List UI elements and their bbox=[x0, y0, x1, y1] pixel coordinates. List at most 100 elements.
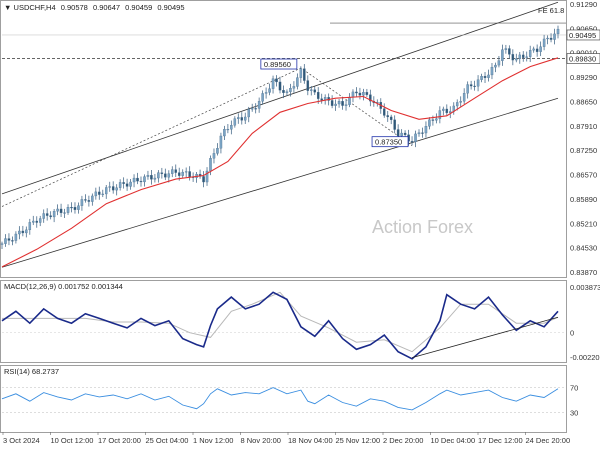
candle-body bbox=[449, 111, 452, 114]
candle-body bbox=[414, 133, 417, 142]
candle-body bbox=[396, 129, 400, 137]
candle-body bbox=[382, 108, 386, 116]
candle-body bbox=[435, 118, 438, 121]
x-tick-label: 10 Dec 04:00 bbox=[431, 436, 476, 445]
macd-tick-label: 0 bbox=[570, 329, 574, 338]
candle-body bbox=[282, 90, 285, 93]
candle-body bbox=[285, 91, 289, 93]
candle-body bbox=[400, 132, 403, 137]
candle-body bbox=[389, 116, 393, 120]
candle-body bbox=[487, 74, 490, 78]
candle-body bbox=[21, 230, 25, 234]
price-panel bbox=[0, 0, 567, 278]
candle-body bbox=[535, 48, 539, 52]
price-tick-label: 0.88650 bbox=[570, 97, 597, 106]
candle-body bbox=[348, 96, 351, 105]
rsi-tick-label: 30 bbox=[570, 408, 578, 417]
candle-body bbox=[35, 220, 39, 223]
candle-body bbox=[431, 119, 435, 121]
x-tick-label: 25 Nov 12:00 bbox=[336, 436, 381, 445]
candle-body bbox=[501, 49, 504, 61]
candle-body bbox=[188, 171, 191, 178]
candle-body bbox=[257, 101, 261, 109]
candle-body bbox=[59, 208, 63, 214]
rsi-line bbox=[1, 387, 559, 411]
candle-body bbox=[522, 54, 525, 58]
candle-body bbox=[490, 66, 494, 76]
current-price-tag: 0.90495 bbox=[569, 31, 596, 40]
candle-body bbox=[428, 119, 431, 127]
moving-average-line bbox=[1, 57, 559, 268]
current-price-tag-box bbox=[566, 29, 600, 41]
candle-body bbox=[424, 126, 428, 134]
ohlc-close: 0.90495 bbox=[157, 3, 184, 12]
candle-body bbox=[539, 46, 542, 52]
candle-body bbox=[316, 92, 320, 99]
candle-body bbox=[167, 173, 171, 178]
candle-body bbox=[417, 132, 421, 135]
fib-label: FE 61.8 bbox=[538, 6, 564, 15]
candle-body bbox=[240, 117, 244, 121]
candle-body bbox=[351, 91, 355, 98]
candle-body bbox=[546, 37, 549, 40]
candle-body bbox=[261, 93, 264, 102]
candle-body bbox=[219, 135, 223, 149]
candle-body bbox=[52, 211, 56, 218]
candle-body bbox=[91, 195, 94, 202]
macd-tick-label: 0.003873 bbox=[570, 283, 600, 292]
candle-body bbox=[289, 88, 292, 92]
candle-body bbox=[49, 215, 52, 218]
candle-body bbox=[442, 108, 445, 111]
candle-body bbox=[87, 200, 91, 202]
candle-body bbox=[150, 175, 153, 180]
candle-body bbox=[508, 48, 511, 55]
candle-body bbox=[337, 101, 341, 105]
candle-body bbox=[77, 205, 80, 210]
candle-body bbox=[237, 117, 240, 119]
candle-body bbox=[177, 172, 181, 176]
macd-line bbox=[1, 291, 559, 360]
candle-body bbox=[369, 94, 372, 102]
candle-body bbox=[146, 175, 150, 177]
candle-body bbox=[299, 68, 303, 78]
candle-body bbox=[358, 92, 362, 96]
macd-title: MACD(12,26,9) 0.001752 0.001344 bbox=[4, 282, 123, 291]
candle-body bbox=[313, 89, 316, 93]
price-tick-label: 0.90650 bbox=[570, 24, 597, 33]
x-tick-label: 24 Dec 20:00 bbox=[526, 436, 571, 445]
candle-body bbox=[73, 207, 77, 210]
candle-body bbox=[532, 48, 535, 51]
candle-body bbox=[0, 243, 4, 245]
candle-body bbox=[344, 104, 348, 106]
candle-body bbox=[292, 86, 296, 89]
price-tick-label: 0.91290 bbox=[570, 0, 597, 9]
header-arrow-icon: ▼ bbox=[4, 3, 11, 12]
candle-body bbox=[118, 182, 122, 188]
candle-body bbox=[14, 233, 18, 241]
rsi-tick-label: 70 bbox=[570, 384, 578, 393]
rsi-title: RSI(14) 68.2737 bbox=[4, 367, 59, 376]
candle-body bbox=[98, 191, 101, 195]
candle-body bbox=[63, 212, 66, 214]
candle-body bbox=[264, 92, 268, 94]
candle-body bbox=[209, 158, 212, 172]
x-tick-label: 2 Dec 20:00 bbox=[383, 436, 423, 445]
candle-body bbox=[528, 50, 532, 57]
candle-body bbox=[38, 218, 42, 223]
candle-body bbox=[473, 85, 476, 87]
candle-body bbox=[518, 54, 522, 59]
candle-body bbox=[181, 171, 184, 176]
price-tick-label: 0.87250 bbox=[570, 146, 597, 155]
candle-body bbox=[105, 187, 108, 195]
candle-body bbox=[7, 238, 11, 241]
candle-body bbox=[410, 141, 414, 143]
price-annotation-box bbox=[260, 58, 298, 70]
candle-body bbox=[511, 54, 515, 61]
candle-body bbox=[223, 129, 226, 137]
candle-body bbox=[515, 58, 518, 61]
price-annotation-box bbox=[371, 136, 409, 148]
candle-body bbox=[365, 92, 369, 95]
candle-body bbox=[403, 132, 407, 135]
candle-body bbox=[56, 208, 59, 212]
candle-body bbox=[212, 153, 216, 159]
